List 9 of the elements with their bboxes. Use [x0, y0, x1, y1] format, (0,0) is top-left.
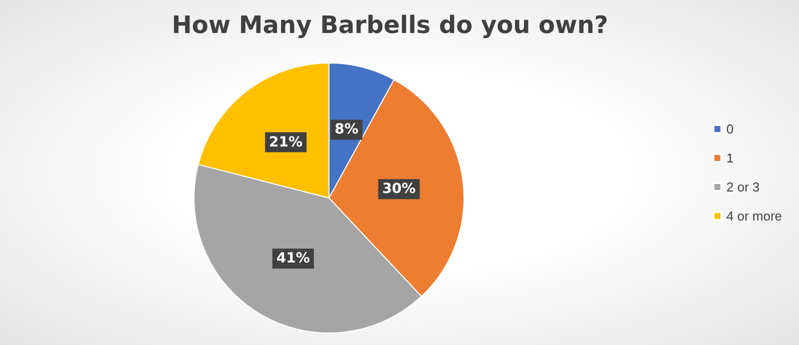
data-label: 41%: [276, 250, 310, 267]
data-label: 8%: [334, 122, 358, 138]
legend-label: 0: [726, 122, 734, 136]
legend-label: 4 or more: [726, 208, 782, 224]
data-label: 30%: [382, 181, 416, 198]
chart-title: How Many Barbells do you own?: [172, 11, 608, 39]
data-label: 21%: [269, 134, 303, 150]
legend-label: 1: [726, 150, 734, 166]
legend-label: 2 or 3: [726, 180, 760, 194]
